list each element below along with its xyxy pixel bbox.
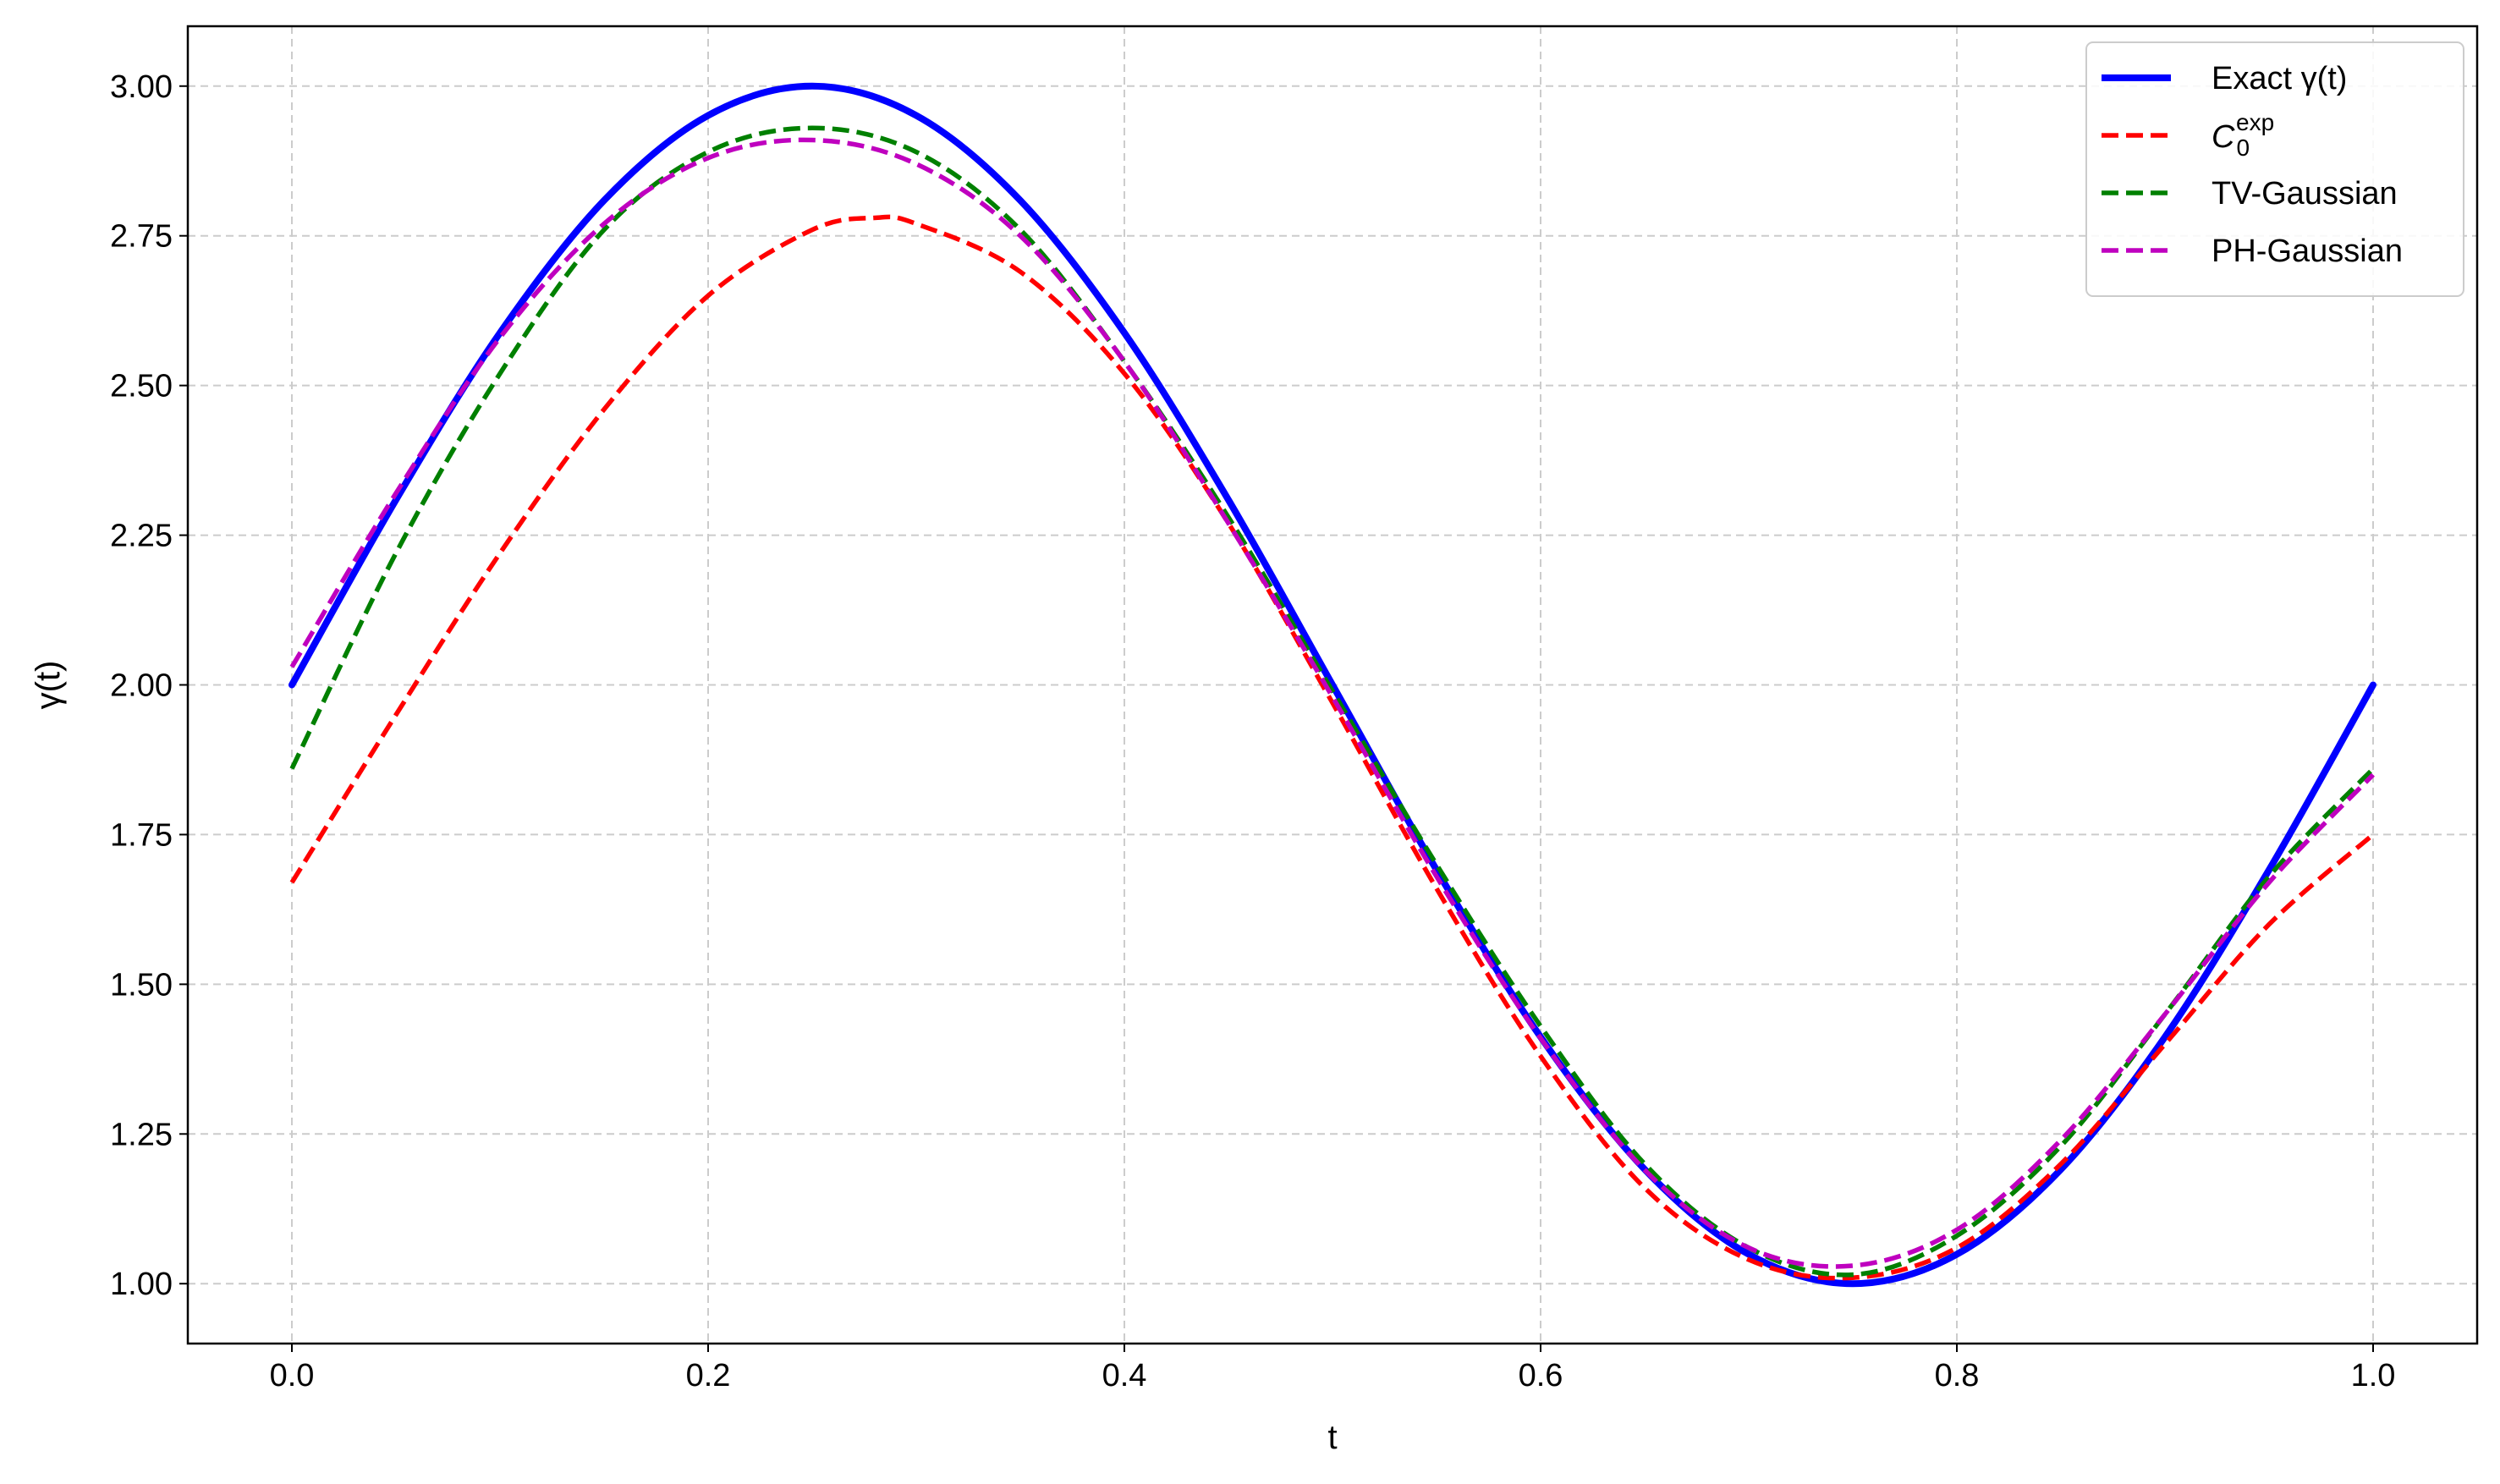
legend-label: TV-Gaussian xyxy=(2212,176,2398,212)
x-tick-label: 0.2 xyxy=(686,1358,731,1393)
legend-label-sup: exp xyxy=(2236,109,2274,135)
x-tick-label: 1.0 xyxy=(2351,1358,2396,1393)
y-tick-label: 2.50 xyxy=(110,369,173,404)
ph-gaussian-series-line xyxy=(289,137,2375,1269)
y-tick-label: 1.75 xyxy=(110,817,173,853)
legend-label-sub: 0 xyxy=(2236,135,2250,161)
grid xyxy=(188,26,2477,1344)
legend-item-c0-exp: C0exp xyxy=(2102,109,2274,161)
legend-item-ph-gaussian: PH-Gaussian xyxy=(2102,234,2403,269)
y-tick-label: 1.25 xyxy=(110,1117,173,1152)
y-tick-label: 2.75 xyxy=(110,219,173,255)
x-tick-label: 0.0 xyxy=(270,1358,315,1393)
legend-label: PH-Gaussian xyxy=(2212,234,2403,269)
y-tick-label: 2.00 xyxy=(110,668,173,704)
y-tick-label: 1.50 xyxy=(110,967,173,1003)
exact-series-line xyxy=(288,82,2376,1288)
x-axis-title: t xyxy=(1327,1419,1337,1456)
series-layer xyxy=(288,82,2376,1288)
legend-box xyxy=(2085,41,2464,297)
x-tick-label: 0.6 xyxy=(1519,1358,1563,1393)
legend-label: Exact γ(t) xyxy=(2212,61,2347,96)
x-tick-label: 0.8 xyxy=(1935,1358,1980,1393)
legend-label-base: C xyxy=(2212,119,2235,155)
legend-item-tv-gaussian: TV-Gaussian xyxy=(2102,176,2398,212)
y-tick-label: 2.25 xyxy=(110,519,173,554)
legend-item-exact: Exact γ(t) xyxy=(2102,61,2347,96)
y-axis: 1.00 1.25 1.50 1.75 2.00 2.25 2.50 2.75 3.00 xyxy=(110,69,188,1302)
x-axis: 0.0 0.2 0.4 0.6 0.8 1.0 xyxy=(270,1344,2396,1393)
tv-gaussian-series-line xyxy=(289,125,2375,1278)
y-axis-title: γ(t) xyxy=(30,661,67,710)
y-tick-label: 3.00 xyxy=(110,69,173,105)
x-tick-label: 0.4 xyxy=(1102,1358,1147,1393)
legend: Exact γ(t) C0exp TV-Gaussian PH-Gaussian xyxy=(2085,41,2464,297)
legend-label: C0exp xyxy=(2212,109,2274,161)
y-tick-label: 1.00 xyxy=(110,1267,173,1302)
